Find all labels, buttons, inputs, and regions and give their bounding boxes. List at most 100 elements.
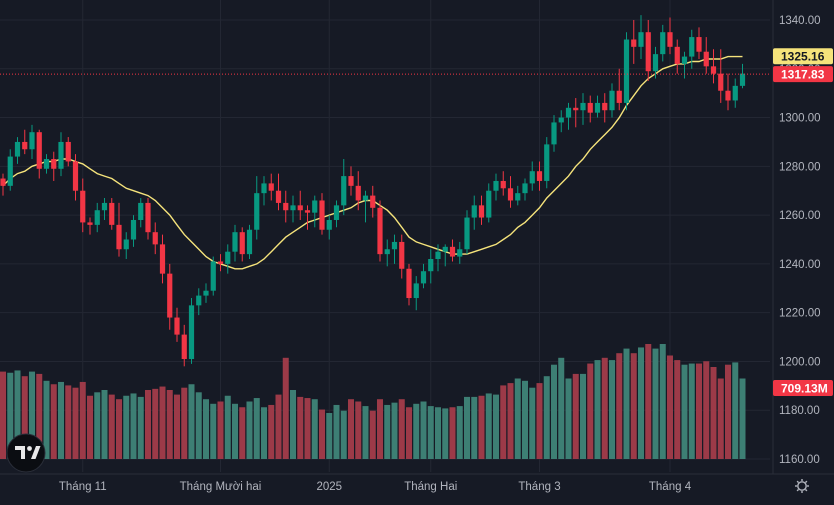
candle[interactable] xyxy=(116,202,122,257)
candle[interactable] xyxy=(696,27,702,60)
candle[interactable] xyxy=(326,215,332,240)
candle[interactable] xyxy=(406,263,412,306)
candle[interactable] xyxy=(362,190,369,223)
candle[interactable] xyxy=(181,324,187,367)
candle[interactable] xyxy=(732,78,738,108)
candle[interactable] xyxy=(159,234,166,284)
candle[interactable] xyxy=(167,263,173,330)
candle[interactable] xyxy=(217,254,224,272)
candle[interactable] xyxy=(109,198,115,230)
candle[interactable] xyxy=(580,93,586,125)
candle[interactable] xyxy=(174,307,180,342)
candle[interactable] xyxy=(94,202,100,233)
candle[interactable] xyxy=(718,49,724,103)
candle[interactable] xyxy=(210,256,216,296)
candle[interactable] xyxy=(22,129,28,155)
candle[interactable] xyxy=(138,198,144,228)
candle[interactable] xyxy=(101,198,108,220)
candle[interactable] xyxy=(536,161,543,191)
candle[interactable] xyxy=(246,224,253,260)
candle[interactable] xyxy=(333,200,340,228)
candle[interactable] xyxy=(573,98,579,128)
candle[interactable] xyxy=(674,39,680,74)
candle[interactable] xyxy=(515,185,521,206)
candle[interactable] xyxy=(486,183,492,223)
candle[interactable] xyxy=(493,173,499,201)
candle[interactable] xyxy=(283,190,289,223)
candle[interactable] xyxy=(377,200,383,262)
candle[interactable] xyxy=(145,198,151,240)
candle[interactable] xyxy=(0,173,6,196)
candle[interactable] xyxy=(123,232,129,260)
candle[interactable] xyxy=(188,298,195,364)
candle[interactable] xyxy=(304,205,311,230)
candle[interactable] xyxy=(43,154,50,174)
candle[interactable] xyxy=(130,215,137,247)
candle[interactable] xyxy=(370,185,376,218)
candle[interactable] xyxy=(631,20,637,64)
candle[interactable] xyxy=(507,176,514,208)
candle[interactable] xyxy=(225,244,231,274)
candle[interactable] xyxy=(703,37,709,74)
candle[interactable] xyxy=(645,20,651,81)
candle[interactable] xyxy=(435,244,441,272)
candle[interactable] xyxy=(355,171,361,211)
candle[interactable] xyxy=(80,178,86,233)
candle[interactable] xyxy=(565,102,572,130)
candle[interactable] xyxy=(152,222,158,255)
candle[interactable] xyxy=(652,46,659,79)
candle[interactable] xyxy=(623,32,630,111)
candle[interactable] xyxy=(72,154,79,201)
candle[interactable] xyxy=(232,224,238,262)
candle[interactable] xyxy=(391,234,398,264)
candle[interactable] xyxy=(14,137,21,164)
candle[interactable] xyxy=(638,15,644,60)
candle[interactable] xyxy=(616,68,622,111)
candle[interactable] xyxy=(254,176,260,240)
candle[interactable] xyxy=(449,239,456,262)
candle[interactable] xyxy=(384,239,390,267)
candle[interactable] xyxy=(413,276,419,311)
candle[interactable] xyxy=(471,195,477,230)
candle[interactable] xyxy=(203,283,209,303)
candle[interactable] xyxy=(348,166,354,196)
candle[interactable] xyxy=(457,241,463,264)
candle[interactable] xyxy=(428,249,434,284)
candle[interactable] xyxy=(312,195,318,228)
candle[interactable] xyxy=(29,124,35,160)
candle[interactable] xyxy=(58,132,64,177)
candle[interactable] xyxy=(341,159,347,216)
candle[interactable] xyxy=(558,110,564,133)
candle[interactable] xyxy=(51,151,57,181)
tradingview-logo-icon[interactable] xyxy=(6,433,46,473)
candle[interactable] xyxy=(500,171,506,196)
candle[interactable] xyxy=(297,190,303,220)
candle[interactable] xyxy=(319,193,325,235)
candle[interactable] xyxy=(609,83,615,118)
candle[interactable] xyxy=(261,176,267,206)
candle[interactable] xyxy=(464,210,470,255)
candle[interactable] xyxy=(594,95,601,118)
candle[interactable] xyxy=(268,173,274,201)
candle[interactable] xyxy=(587,95,593,123)
candle[interactable] xyxy=(399,234,405,279)
candle[interactable] xyxy=(290,195,296,223)
candle[interactable] xyxy=(196,288,202,316)
candle[interactable] xyxy=(239,227,245,262)
candle[interactable] xyxy=(602,93,608,123)
candle[interactable] xyxy=(442,244,448,267)
candle[interactable] xyxy=(660,24,666,62)
candle[interactable] xyxy=(551,115,557,152)
candle[interactable] xyxy=(544,137,550,189)
candle[interactable] xyxy=(275,173,282,211)
candle[interactable] xyxy=(36,129,42,179)
candle[interactable] xyxy=(522,178,528,201)
gear-icon[interactable] xyxy=(795,479,809,493)
candle[interactable] xyxy=(529,161,535,191)
candle[interactable] xyxy=(667,17,673,55)
candle[interactable] xyxy=(420,263,427,289)
candle[interactable] xyxy=(87,217,93,235)
candle[interactable] xyxy=(689,29,695,69)
candle[interactable] xyxy=(478,195,485,225)
